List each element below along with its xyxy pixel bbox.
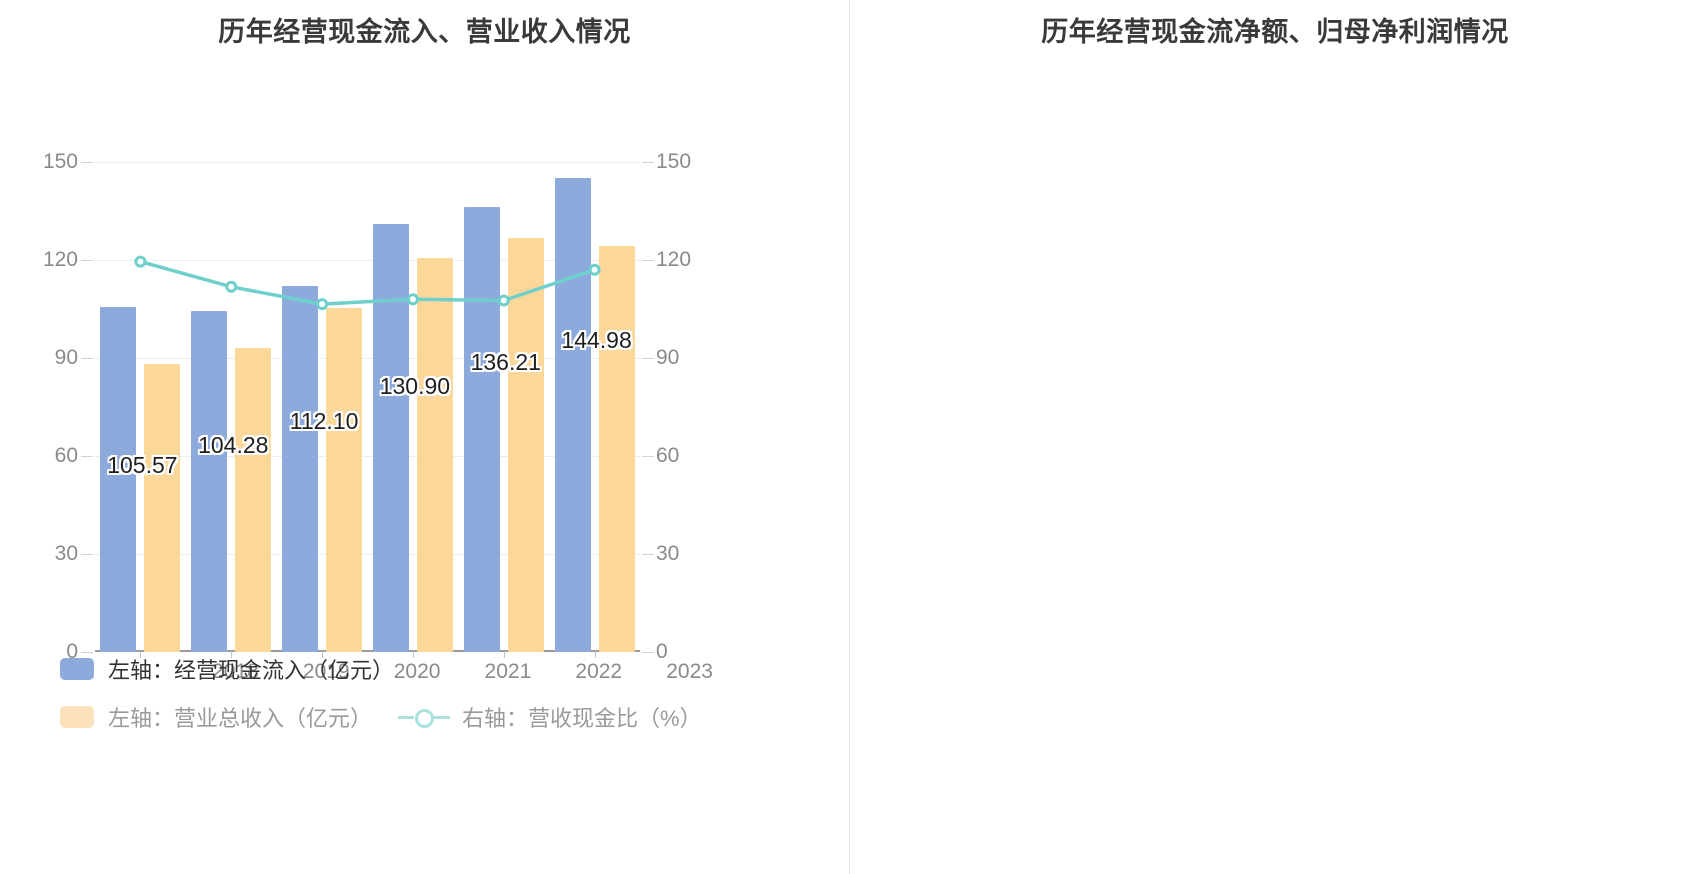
y-tick-label-right: 90: [656, 346, 680, 369]
line-data-point[interactable]: [225, 280, 238, 293]
legend-row-2: 左轴：营业总收入（亿元） 右轴：营收现金比（%）: [60, 693, 800, 741]
axis-tick-left: [81, 456, 93, 457]
axis-tick-left: [81, 260, 93, 261]
axis-tick-right: [642, 358, 654, 359]
legend-label-cash-inflow: 左轴：经营现金流入（亿元）: [108, 658, 395, 683]
y-axis-right-primary: 01020304050: [1660, 162, 1700, 652]
bar-data-label: 104.28: [198, 432, 269, 459]
page-title-left: 历年经营现金流入、营业收入情况: [218, 17, 631, 47]
axis-tick-left: [81, 554, 93, 555]
plot-canvas-left: [81, 162, 654, 658]
x-tick-label: 2020: [393, 660, 441, 683]
bar-data-label: 136.21: [470, 348, 541, 375]
x-tick-label: 2018: [212, 660, 259, 683]
x-tick-label: 2021: [484, 660, 532, 683]
legend-row-1: 左轴：经营现金流入（亿元）: [60, 645, 800, 693]
gridline: [95, 358, 640, 359]
axis-tick-right: [642, 652, 654, 653]
legend-item-cash-inflow[interactable]: 左轴：经营现金流入（亿元）: [60, 653, 394, 685]
y-tick-label-left: 120: [42, 248, 78, 271]
x-axis-labels-left: 2018 2019 2020 2021 2022 2023: [95, 52, 713, 683]
bar-primary[interactable]: [463, 207, 500, 652]
chart-panel-net-cash-profit: 历年经营现金流净额、归母净利润情况 01020304050 0408012016…: [850, 0, 1700, 874]
x-axis-tick: [412, 651, 414, 658]
bar-primary[interactable]: [554, 178, 591, 652]
y-tick-label-right: 30: [656, 542, 680, 565]
bar-data-label: 130.90: [379, 373, 451, 400]
y-tick-label-left: 60: [54, 444, 78, 467]
legend-item-total-revenue[interactable]: 左轴：营业总收入（亿元）: [60, 701, 372, 733]
bar-primary[interactable]: [191, 311, 228, 652]
axis-tick-right: [642, 162, 654, 163]
axis-tick-left: [81, 162, 93, 163]
bar-secondary[interactable]: [507, 238, 544, 652]
line-data-point[interactable]: [134, 255, 147, 268]
axis-tick-right: [642, 260, 654, 261]
bar-data-label: 105.57: [107, 451, 178, 478]
y-tick-label-left: 90: [54, 346, 78, 369]
legend-left: 左轴：经营现金流入（亿元） 左轴：营业总收入（亿元） 右轴：营收现金比（%）: [60, 645, 800, 741]
bar-primary[interactable]: [372, 224, 409, 652]
y-tick-label-right: 120: [656, 248, 692, 271]
y-tick-label-left: 150: [42, 150, 78, 173]
x-tick-label: 2023: [666, 660, 713, 683]
bar-secondary[interactable]: [326, 308, 363, 652]
gridline: [95, 456, 640, 457]
y-axis-left-secondary: 0 30 60 90 120 150: [656, 151, 746, 662]
axis-tick-left: [81, 358, 93, 359]
page-title-right: 历年经营现金流净额、归母净利润情况: [1041, 17, 1509, 47]
line-data-point[interactable]: [588, 263, 601, 276]
y-tick-label-right: 0: [656, 640, 668, 663]
axis-tick-right: [642, 456, 654, 457]
bar-data-label: 112.10: [289, 407, 359, 434]
bar-secondary[interactable]: [416, 258, 453, 652]
bar-data-label: 144.98: [561, 326, 632, 353]
bar-primary[interactable]: [100, 307, 137, 652]
chart-panel-cash-inflow-revenue: 历年经营现金流入、营业收入情况 0 30 60 90 120 150 0 30 60 90 120…: [0, 0, 850, 874]
legend-line-marker-icon: [398, 706, 451, 728]
y-axis-left-primary: 0 30 60 90 120 150: [0, 151, 78, 662]
bar-secondary[interactable]: [235, 347, 272, 652]
x-tick-label: 2019: [302, 660, 350, 683]
gridline: [95, 554, 640, 555]
x-axis-tick: [231, 651, 233, 658]
plot-area-left: 0 30 60 90 120 150 0 30 60 90 120 150 2018 2019 2020…: [0, 52, 850, 683]
x-axis-tick: [322, 651, 324, 658]
y-tick-label-right: 60: [656, 444, 680, 467]
plot-area-right: 01020304050 04080120160200 2018201920202…: [850, 52, 1700, 652]
x-axis-tick: [140, 651, 142, 658]
bar-secondary[interactable]: [598, 246, 635, 652]
axis-tick-left: [81, 652, 93, 653]
legend-label-total-revenue: 左轴：营业总收入（亿元）: [108, 706, 373, 731]
legend-swatch-orange-icon: [60, 706, 94, 728]
line-data-point[interactable]: [316, 298, 329, 311]
legend-label-cash-ratio: 右轴：营收现金比（%）: [462, 706, 702, 731]
x-axis-tick: [594, 651, 596, 658]
gridline: [95, 162, 640, 163]
plot-inner-left: [81, 162, 654, 658]
y-tick-label-left: 0: [66, 640, 78, 663]
bar-secondary[interactable]: [144, 363, 181, 652]
bar-primary[interactable]: [282, 285, 319, 652]
legend-swatch-blue-icon: [60, 658, 94, 680]
legend-item-cash-ratio[interactable]: 右轴：营收现金比（%）: [398, 701, 702, 733]
y-tick-label-left: 30: [54, 542, 78, 565]
axis-tick-right: [642, 554, 654, 555]
line-data-point[interactable]: [497, 294, 510, 307]
y-tick-label-right: 150: [656, 150, 692, 173]
x-axis-line: [95, 650, 640, 652]
x-axis-tick: [503, 651, 505, 658]
x-tick-label: 2022: [575, 660, 623, 683]
